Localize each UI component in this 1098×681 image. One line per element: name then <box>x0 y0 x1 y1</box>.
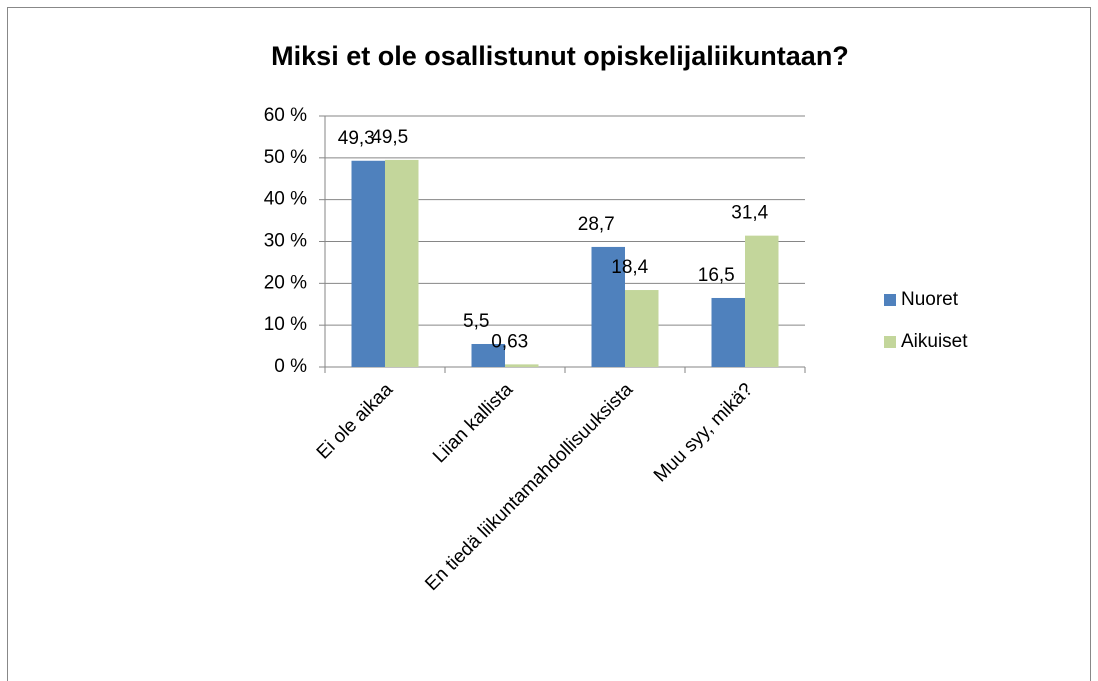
value-label: 31,4 <box>731 203 768 224</box>
legend-swatch <box>884 336 896 348</box>
y-tick-label: 10 % <box>264 314 307 335</box>
bar <box>591 246 625 367</box>
value-label: 0,63 <box>491 331 528 352</box>
chart-title: Miksi et ole osallistunut opiskelijaliik… <box>271 41 849 71</box>
y-tick-label: 60 % <box>264 105 307 126</box>
value-label: 18,4 <box>611 257 648 278</box>
bar <box>385 159 419 367</box>
bar <box>351 160 385 367</box>
y-tick-label: 30 % <box>264 231 307 252</box>
y-tick-label: 20 % <box>264 272 307 293</box>
value-label: 16,5 <box>698 265 735 286</box>
y-tick-label: 50 % <box>264 147 307 168</box>
value-label: 28,7 <box>578 214 615 235</box>
y-tick-label: 0 % <box>274 356 307 377</box>
y-tick-label: 40 % <box>264 189 307 210</box>
bar <box>625 290 659 367</box>
legend-label: Nuoret <box>901 289 959 310</box>
bar <box>745 235 779 367</box>
value-label: 5,5 <box>463 311 489 332</box>
value-label: 49,3 <box>338 128 375 149</box>
bar <box>505 364 539 367</box>
bar <box>711 297 745 367</box>
bar <box>471 343 505 367</box>
chart-frame <box>7 7 1091 681</box>
legend-label: Aikuiset <box>901 331 968 352</box>
legend-swatch <box>884 294 896 306</box>
value-label: 49,5 <box>371 127 408 148</box>
